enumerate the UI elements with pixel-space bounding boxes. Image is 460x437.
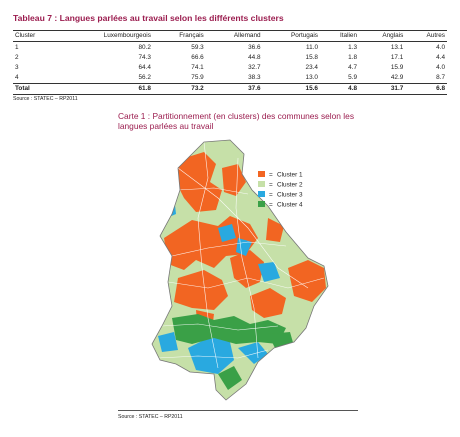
table-row: 2 74.3 66.6 44.8 15.8 1.8 17.1 4.4	[13, 52, 447, 62]
table-cell: 4.7	[348, 63, 358, 71]
legend-swatch-cluster-1	[258, 171, 265, 177]
table-cell: 61.8	[57, 82, 153, 95]
table-cell: 4.0	[436, 63, 445, 71]
table-cell: 1.8	[348, 53, 358, 61]
table-cell: 3	[15, 63, 19, 71]
map-regions	[152, 140, 328, 400]
table-cell: 36.6	[248, 43, 261, 51]
legend-swatch-cluster-3	[258, 191, 265, 197]
table-cell: 15.9	[390, 63, 404, 71]
legend-label: Cluster 4	[277, 202, 303, 209]
table-cell: 1.3	[348, 43, 358, 51]
col-header: Anglais	[359, 30, 406, 42]
legend-item-cluster-4: = Cluster 4	[258, 201, 303, 209]
table-cell: 73.2	[152, 82, 206, 95]
table-total-row: Total 61.8 73.2 37.6 15.6 4.8 31.7 6.8	[13, 82, 447, 95]
legend-symbol: =	[269, 202, 273, 209]
col-header: Allemand	[205, 30, 263, 42]
table-title: Tableau 7 : Langues parlées au travail s…	[13, 13, 284, 23]
table-cell: 4.0	[436, 43, 445, 51]
table-cell: 4.4	[436, 53, 445, 61]
table-cell: Total	[13, 82, 58, 95]
table-cell: 2	[15, 53, 19, 61]
country-outline	[151, 139, 329, 401]
legend-label: Cluster 1	[277, 172, 303, 179]
table-cell: 13.0	[305, 74, 318, 82]
table-cell: 15.8	[305, 53, 318, 61]
col-header: Italien	[320, 30, 360, 42]
col-header: Français	[152, 30, 206, 42]
table-cell: 32.7	[248, 63, 261, 71]
table-cell: 44.8	[248, 53, 261, 61]
table-cell: 31.7	[359, 82, 406, 95]
col-header: Portugais	[262, 30, 320, 42]
table-cell: 74.1	[191, 63, 204, 71]
table-cell: 75.9	[191, 74, 204, 82]
table-row: 4 56.2 75.9 38.3 13.0 5.9 42.9 8.7	[13, 73, 447, 84]
legend-item-cluster-2: = Cluster 2	[258, 181, 303, 189]
table-cell: 42.9	[390, 74, 404, 82]
table-cell: 56.2	[138, 74, 151, 82]
legend-label: Cluster 2	[277, 182, 303, 189]
legend-item-cluster-3: = Cluster 3	[258, 191, 303, 199]
table-cell: 11.0	[306, 43, 318, 51]
luxembourg-map-svg: = Cluster 1 = Cluster 2 = Cluster 3 = Cl…	[151, 139, 329, 401]
table-cell: 59.3	[191, 43, 204, 51]
table-row: 3 64.4 74.1 32.7 23.4 4.7 15.9 4.0	[13, 62, 447, 72]
table-cell: 4	[15, 74, 19, 82]
map-title: Carte 1 : Partitionnement (en clusters) …	[118, 111, 355, 131]
map-source-rule	[118, 410, 358, 411]
table-cell: 5.9	[348, 74, 358, 82]
map-legend: = Cluster 1 = Cluster 2 = Cluster 3 = Cl…	[258, 171, 303, 209]
legend-symbol: =	[269, 192, 273, 199]
map-source: Source : STATEC – RP2011	[118, 414, 183, 420]
table-source: Source : STATEC – RP2011	[13, 96, 78, 102]
table-cell: 66.6	[191, 53, 204, 61]
cluster-map: = Cluster 1 = Cluster 2 = Cluster 3 = Cl…	[118, 138, 360, 408]
legend-symbol: =	[269, 182, 273, 189]
commune-borders	[157, 141, 325, 369]
table-cell: 23.4	[305, 63, 318, 71]
table-cell: 8.7	[436, 74, 445, 82]
table-cell: 6.8	[405, 82, 447, 95]
table-row: 1 80.2 59.3 36.6 11.0 1.3 13.1 4.0	[13, 42, 447, 53]
region-cluster-1	[164, 152, 326, 332]
language-table: Cluster Luxembourgeois Français Allemand…	[13, 30, 447, 95]
region-cluster-4	[172, 314, 294, 390]
table-cell: 38.3	[248, 74, 261, 82]
table-cell: 37.6	[205, 82, 263, 95]
table-header-row: Cluster Luxembourgeois Français Allemand…	[13, 30, 447, 42]
col-header: Autres	[405, 30, 447, 42]
col-header: Luxembourgeois	[57, 30, 153, 42]
col-header: Cluster	[13, 30, 58, 42]
table-cell: 64.4	[138, 63, 151, 71]
legend-swatch-cluster-2	[258, 181, 265, 187]
legend-symbol: =	[269, 172, 273, 179]
table-cell: 74.3	[138, 53, 151, 61]
legend-item-cluster-1: = Cluster 1	[258, 171, 303, 179]
table-cell: 17.1	[390, 53, 404, 61]
table-cell: 80.2	[138, 43, 151, 51]
table-cell: 13.1	[390, 43, 404, 51]
legend-swatch-cluster-4	[258, 201, 265, 207]
table-cell: 15.6	[262, 82, 320, 95]
table-cell: 1	[15, 43, 19, 51]
legend-label: Cluster 3	[277, 192, 303, 199]
table-cell: 4.8	[320, 82, 360, 95]
